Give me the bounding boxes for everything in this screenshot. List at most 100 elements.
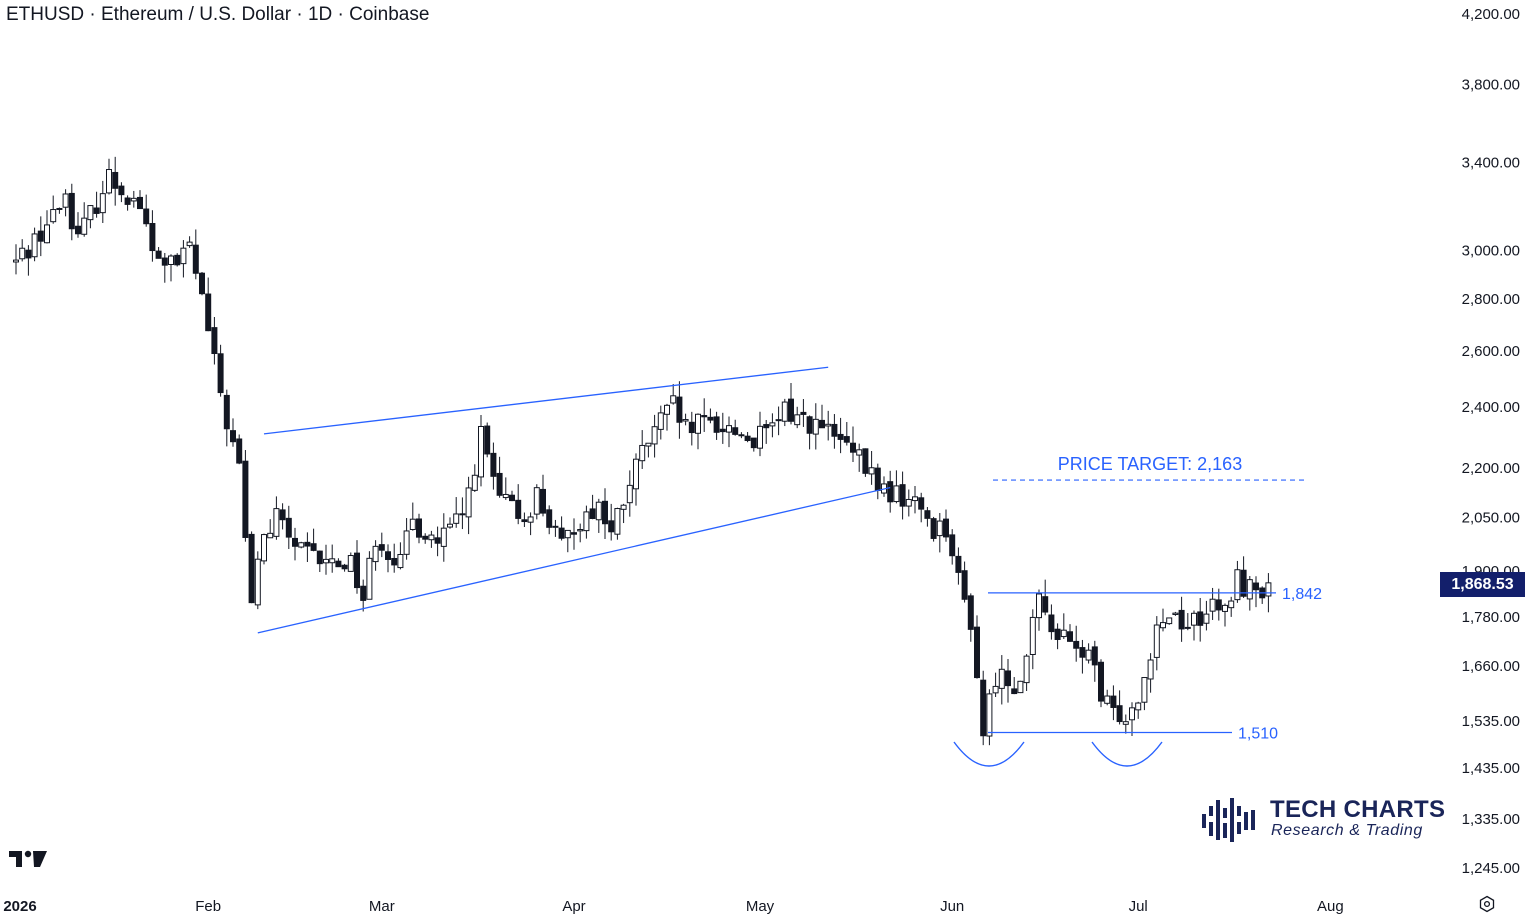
x-tick-label: Jul [1129,898,1148,915]
candle-body [199,272,205,295]
y-tick-label: 2,050.00 [1462,510,1520,527]
candle-body [422,535,429,540]
candle-body [366,557,373,600]
candle-body [1253,582,1259,591]
chart-title: ETHUSD · Ethereum / U.S. Dollar · 1D · C… [6,4,430,25]
candle-body [44,224,50,244]
candle-body [149,222,156,252]
candle-body [180,247,187,265]
candle-body [161,257,168,266]
candle-body [980,679,987,737]
candle-body [323,558,329,564]
candle-body [378,544,385,551]
y-tick-label: 1,335.00 [1462,811,1520,828]
candle-body [819,419,825,429]
bottom-1-arc [953,741,1025,767]
candle-body [1184,626,1191,629]
price-axis[interactable]: 4,200.00 3,800.00 3,400.00 3,000.00 2,800.00… [1462,6,1520,877]
tv-logo-icon[interactable] [8,848,48,870]
candle-body [416,518,422,538]
candle-body [614,508,621,535]
candle-body [887,481,894,503]
candle-body [967,595,974,630]
candle-body [825,423,832,427]
candle-body [719,428,726,433]
y-tick-label: 1,245.00 [1462,860,1520,877]
x-tick-label: 2026 [3,898,36,915]
x-tick-label: May [746,898,775,915]
time-axis[interactable]: 2026 Feb Mar Apr May Jun Jul Aug [3,898,1343,915]
candle-body [1079,647,1086,658]
candle-body [1215,599,1222,611]
price-target-label: PRICE TARGET: 2,163 [1058,454,1242,474]
y-tick-label: 2,600.00 [1462,343,1520,360]
candle-body [1048,614,1055,633]
candle-body [707,416,714,421]
candle-body [1234,569,1241,601]
candle-body [837,433,844,440]
y-tick-label: 2,800.00 [1462,291,1520,308]
candle-body [595,501,602,521]
wedge-lower-trendline [257,486,891,634]
candle-body [484,425,491,455]
candle-body [19,247,26,260]
candle-body [974,626,980,679]
candle-body [137,196,143,210]
candle-body [552,525,559,528]
candle-body [564,529,571,539]
candle-body [1060,629,1067,638]
candle-body [1209,598,1216,612]
candle-body [1172,612,1179,615]
candle-body [676,396,683,423]
candle-body [1129,707,1135,721]
candle-body [31,233,38,258]
candle-body [558,527,565,539]
candle-body [87,205,94,221]
candle-body [868,467,875,475]
candle-body [1197,611,1204,626]
brand-watermark: TECH CHARTS Research & Trading [1200,796,1445,846]
candle-body [292,537,298,547]
candle-body [744,435,751,442]
candle-body [428,534,435,541]
level-label: 1,510 [1238,725,1278,742]
candle-body [459,513,466,516]
candle-body [577,529,584,532]
y-tick-label: 1,435.00 [1462,760,1520,777]
candle-body [372,545,379,563]
candle-body [1011,688,1018,695]
candle-body [936,520,943,537]
candle-body [93,207,100,214]
candle-body [1265,582,1272,597]
candle-body [310,543,317,551]
current-price-tag: 1,868.53 [1440,572,1525,597]
candle-body [471,474,478,491]
level-label: 1,842 [1282,586,1322,603]
y-tick-label: 3,000.00 [1462,242,1520,259]
candle-body [261,534,267,562]
wedge-upper-trendline [263,366,829,435]
candle-body [527,516,534,523]
candle-body [68,192,75,230]
candle-body [242,460,249,538]
x-tick-label: Jun [940,898,964,915]
candle-body [788,398,794,422]
candle-body [1240,569,1247,597]
candle-body [248,533,255,604]
candle-body [775,419,782,422]
candle-body [168,255,174,265]
candle-body [273,508,280,537]
candle-body [639,444,646,462]
candle-body [738,434,745,437]
candle-body [502,493,509,499]
candle-body [781,401,788,422]
candle-body [1067,631,1073,642]
candle-body [905,498,912,507]
candle-body [664,404,670,415]
settings-icon[interactable] [1478,895,1496,913]
candle-body [254,558,261,606]
candle-body [174,254,181,266]
candle-body [930,518,937,539]
candle-body [992,685,999,694]
